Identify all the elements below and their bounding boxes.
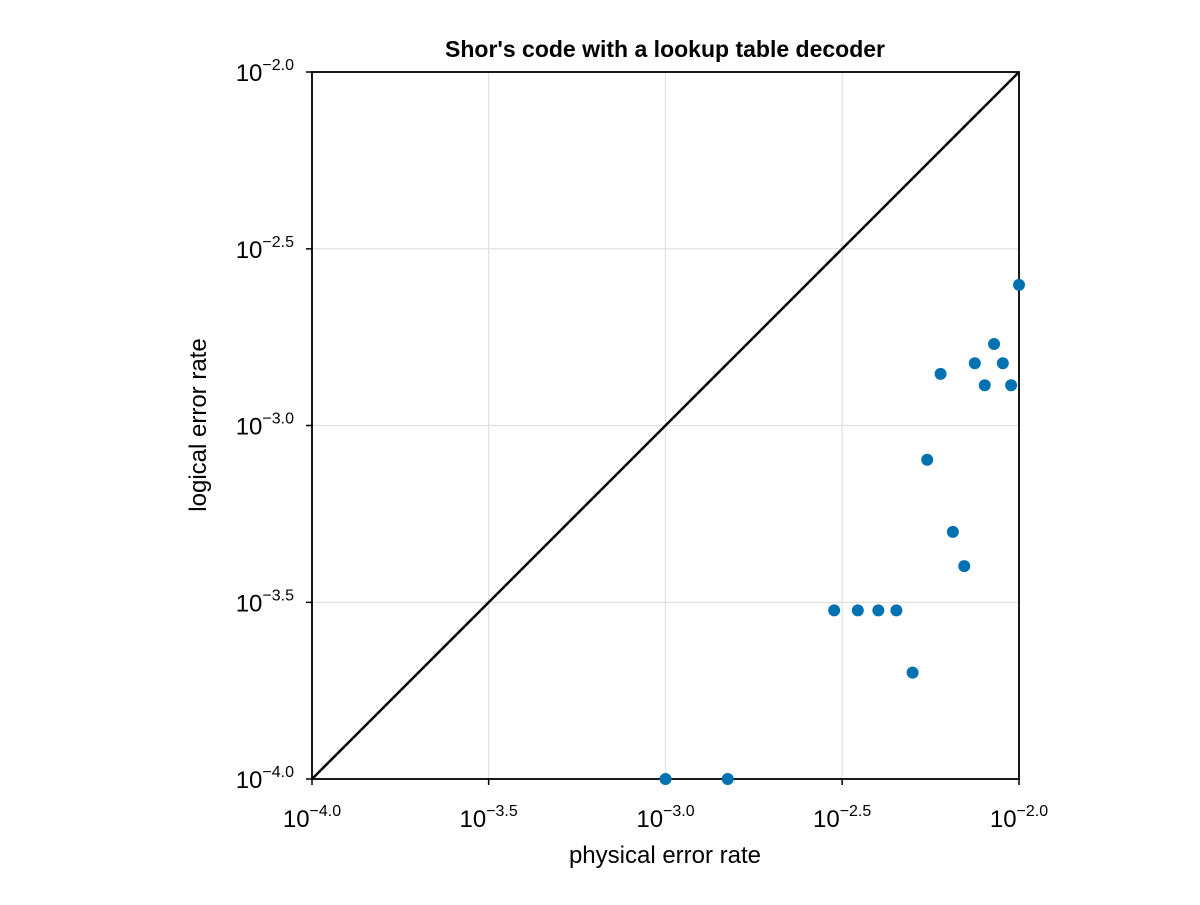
y-axis-label: logical error rate	[185, 338, 212, 511]
data-point	[978, 379, 991, 392]
chart-title: Shor's code with a lookup table decoder	[445, 36, 885, 62]
data-point	[988, 338, 1001, 351]
y-tick-label: 10−2.5	[236, 234, 294, 264]
x-tick-label: 10−4.0	[283, 803, 341, 833]
data-point	[828, 604, 841, 617]
data-point	[1013, 278, 1025, 291]
data-point	[721, 773, 734, 785]
y-tick-label: 10−2.0	[236, 57, 294, 87]
data-point	[968, 357, 981, 370]
y-tick-label: 10−4.0	[236, 764, 294, 794]
data-point	[906, 666, 919, 679]
data-point	[851, 604, 864, 617]
data-point	[946, 525, 959, 538]
reference-line	[311, 71, 1020, 780]
data-point	[890, 604, 903, 617]
data-point	[1005, 379, 1018, 392]
y-tick-label: 10−3.5	[236, 587, 294, 617]
data-point	[934, 367, 947, 380]
x-tick-label: 10−3.5	[459, 803, 517, 833]
data-point	[872, 604, 885, 617]
x-tick-label: 10−3.0	[636, 803, 694, 833]
data-point	[659, 773, 672, 785]
data-point	[958, 560, 971, 573]
x-axis-label: physical error rate	[569, 842, 761, 869]
x-tick-label: 10−2.0	[990, 803, 1048, 833]
x-tick-label: 10−2.5	[813, 803, 871, 833]
data-point	[921, 453, 934, 466]
data-point	[996, 357, 1009, 370]
y-tick-label: 10−3.0	[236, 411, 294, 441]
